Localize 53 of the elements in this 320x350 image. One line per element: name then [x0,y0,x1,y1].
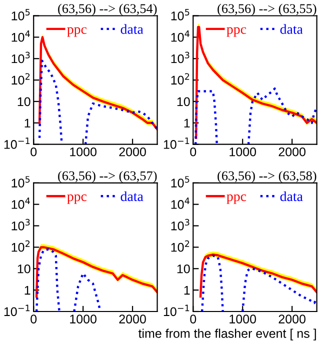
legend-label: data [120,24,144,34]
y-tick-label: 10 [18,97,30,106]
y-tick-label: 10$^{5}$ [171,9,190,20]
x-tick-label: 1000 [230,147,256,156]
text: ppc [226,194,246,204]
y-tick-label: 10$^{−1}$ [4,304,30,316]
y-tick-label: 10$^{3}$ [171,52,190,64]
x-tick-label: 0 [190,147,196,156]
y-tick-label: 10$^{2}$ [12,73,30,85]
x-tick-label: 2000 [119,147,146,156]
y-tick-label: 10$^{5}$ [12,176,30,188]
y-tick-label: 1 [184,286,190,295]
y-tick-label: 10$^{2}$ [171,240,190,252]
x-tick-label: 1000 [70,147,96,156]
series-label: ppc [226,27,246,37]
chart-title: (63,56) --> (63,54) [58,4,157,16]
x-tick-label: 1000 [230,314,256,324]
y-tick-label: 10 [177,97,190,106]
y-tick-label: 10$^{3}$ [12,218,30,230]
y-tick-label: 10$^{−1}$ [164,304,190,316]
y-tick-label: 10$^{4}$ [171,198,190,209]
y-tick-label: 10$^{3}$ [12,52,30,64]
legend-label: ppc [67,27,87,37]
y-tick-label: 10$^{2}$ [12,240,30,252]
x-tick-label: 2000 [278,147,306,156]
y-tick-label: 10$^{−1}$ [164,138,190,149]
legend-label: ppc [67,194,87,204]
y-tick-label: 10$^{4}$ [171,30,190,42]
x-tick-label: 0 [30,147,37,156]
legend-label: data [120,191,144,202]
y-tick-label: 10$^{2}$ [171,73,190,85]
legend-label: data [280,24,303,34]
y-tick-label: 1 [24,286,30,295]
y-tick-label: 10 [177,264,190,274]
y-tick-label: 10$^{3}$ [171,218,190,230]
x-tick-label: 2000 [119,314,146,324]
chart-title: (63,56) --> (63,55) [218,4,316,16]
chart-title: (63,56) --> (63,57) [58,170,157,183]
y-tick-label: 10$^{5}$ [12,9,30,20]
y-tick-label: 1 [24,118,30,128]
y-tick-label: 1 [184,118,190,128]
x-tick-label: 0 [30,314,37,324]
y-tick-label: 10$^{−1}$ [4,138,30,149]
legend-label: data [280,191,303,202]
y-tick-label: 10 [18,264,30,274]
x-tick-label: 2000 [278,314,306,324]
y-tick-label: 10$^{5}$ [171,176,190,188]
x-tick-label: 0 [190,314,196,324]
x-axis-title: time from the flasher event [ ns ] [138,328,316,340]
y-tick-label: 10$^{4}$ [12,198,30,209]
chart-title: (63,56) --> (63,58) [218,170,316,183]
y-tick-label: 10$^{4}$ [12,30,30,42]
x-tick-label: 1000 [70,314,96,324]
